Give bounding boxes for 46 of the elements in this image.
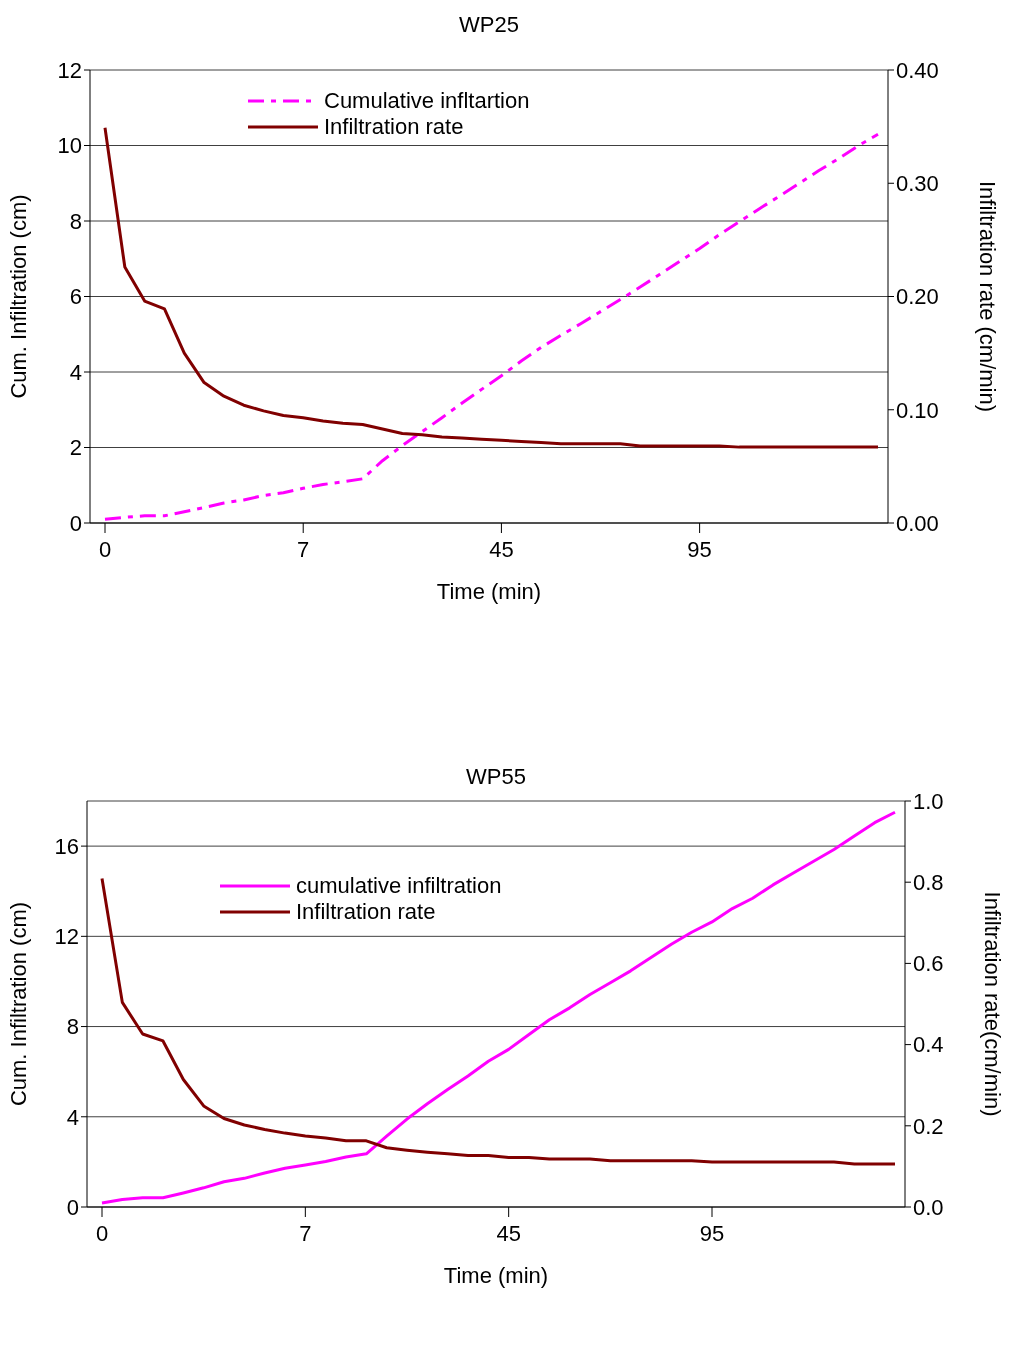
chart-title: WP25 bbox=[458, 12, 520, 38]
y2-tick-label: 0.40 bbox=[896, 57, 939, 83]
y-tick-label: 0 bbox=[69, 510, 82, 536]
y2-axis-title: Infiltration rate (cm/min) bbox=[975, 180, 1001, 413]
y2-tick-label: 0.0 bbox=[913, 1194, 944, 1220]
y-tick-label: 12 bbox=[54, 924, 79, 950]
y-tick-label: 6 bbox=[69, 284, 82, 310]
y-axis-title: Cum. Infiltration (cm) bbox=[5, 194, 31, 399]
x-tick-label: 45 bbox=[496, 1221, 521, 1246]
x-tick-label: 0 bbox=[95, 1221, 109, 1246]
line-series bbox=[100, 810, 897, 1205]
y2-tick-label: 0.30 bbox=[896, 171, 939, 197]
y2-tick-label: 0.6 bbox=[913, 951, 944, 977]
y-tick-label: 4 bbox=[66, 1104, 79, 1130]
y2-tick-label: 0.2 bbox=[913, 1113, 944, 1139]
y-tick-label: 16 bbox=[54, 833, 79, 859]
x-tick-label: 0 bbox=[98, 537, 112, 562]
y-axis-title: Cum. Infiltration (cm) bbox=[5, 901, 31, 1107]
x-tick-label: 7 bbox=[299, 1221, 312, 1246]
y2-tick-label: 0.00 bbox=[896, 510, 939, 536]
y-tick-label: 8 bbox=[69, 208, 82, 234]
x-tick-label: 7 bbox=[297, 537, 310, 562]
y-tick-label: 10 bbox=[57, 133, 82, 159]
x-tick-label: 95 bbox=[687, 537, 712, 562]
x-axis-title: Time (min) bbox=[436, 579, 542, 604]
y-tick-label: 8 bbox=[66, 1014, 79, 1040]
y-tick-label: 0 bbox=[66, 1194, 79, 1220]
y-tick-label: 2 bbox=[69, 435, 82, 461]
legend-label: Infiltration rate bbox=[324, 114, 464, 140]
chart-title: WP55 bbox=[465, 764, 527, 790]
y-tick-label: 12 bbox=[57, 57, 82, 83]
line-series bbox=[103, 132, 880, 521]
x-tick-label: 45 bbox=[489, 537, 514, 562]
y2-tick-label: 0.4 bbox=[913, 1032, 944, 1058]
legend-label: cumulative infiltration bbox=[296, 873, 502, 899]
y2-tick-label: 0.10 bbox=[896, 397, 939, 423]
y-tick-label: 4 bbox=[69, 359, 82, 385]
legend-label: Cumulative infltartion bbox=[324, 88, 530, 114]
y2-axis-title: Infiltration rate(cm/min) bbox=[980, 891, 1006, 1117]
x-axis-title: Time (min) bbox=[443, 1263, 549, 1288]
y2-tick-label: 0.20 bbox=[896, 284, 939, 310]
x-tick-label: 95 bbox=[699, 1221, 725, 1246]
y2-tick-label: 0.8 bbox=[913, 870, 944, 896]
legend-label: Infiltration rate bbox=[296, 899, 436, 925]
y2-tick-label: 1.0 bbox=[913, 788, 944, 814]
line-series bbox=[100, 877, 897, 1166]
